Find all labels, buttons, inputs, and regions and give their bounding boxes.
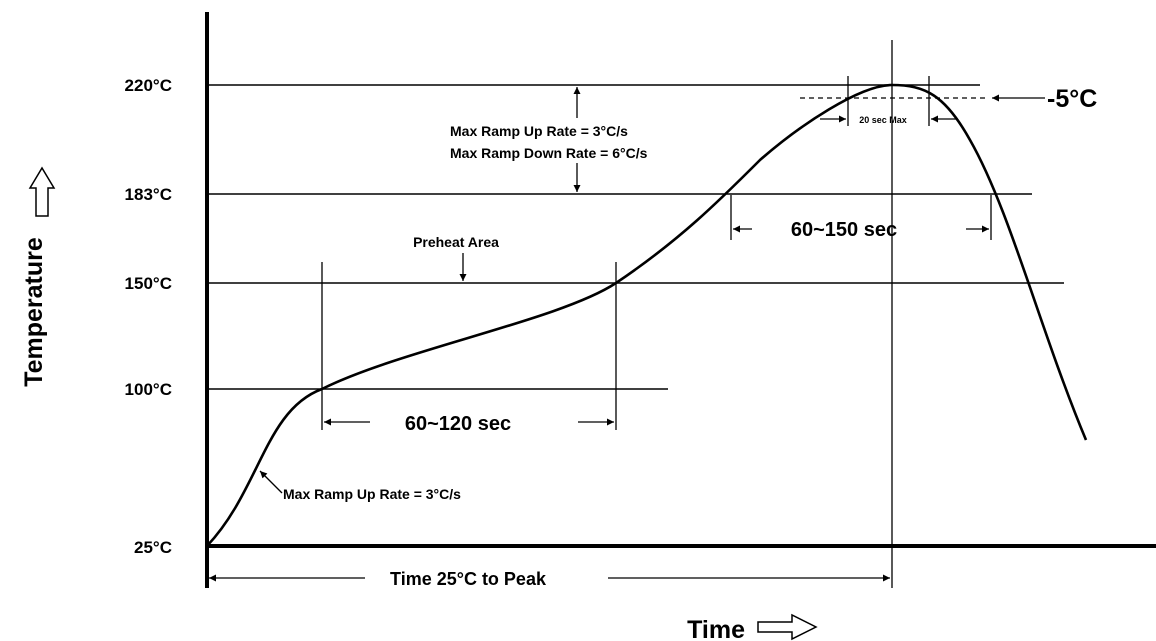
preheat-duration-label: 60~120 sec <box>405 413 511 435</box>
reflow-duration-label: 60~150 sec <box>791 219 897 241</box>
time-to-peak-label: Time 25°C to Peak <box>390 569 547 589</box>
max-ramp-up-top-label: Max Ramp Up Rate = 3°C/s <box>450 123 628 139</box>
tick-label-183: 183°C <box>125 185 172 204</box>
max-ramp-down-label: Max Ramp Down Rate = 6°C/s <box>450 145 648 161</box>
preheat-area-label: Preheat Area <box>413 234 499 250</box>
tick-label-100: 100°C <box>125 380 172 399</box>
right-arrow-icon <box>757 613 818 641</box>
y-axis-label: Temperature <box>20 237 48 387</box>
up-arrow-icon <box>28 166 56 217</box>
peak-tolerance-label: -5°C <box>1047 85 1097 113</box>
profile-curve <box>206 83 1088 547</box>
max-ramp-up-bottom-label: Max Ramp Up Rate = 3°C/s <box>283 486 461 502</box>
ramp-up-pointer <box>259 470 283 494</box>
tick-label-25: 25°C <box>134 538 172 557</box>
peak-window-label: 20 sec Max <box>859 115 907 125</box>
tick-label-220: 220°C <box>125 76 172 95</box>
x-axis-label: Time <box>687 616 745 641</box>
tick-label-150: 150°C <box>125 274 172 293</box>
